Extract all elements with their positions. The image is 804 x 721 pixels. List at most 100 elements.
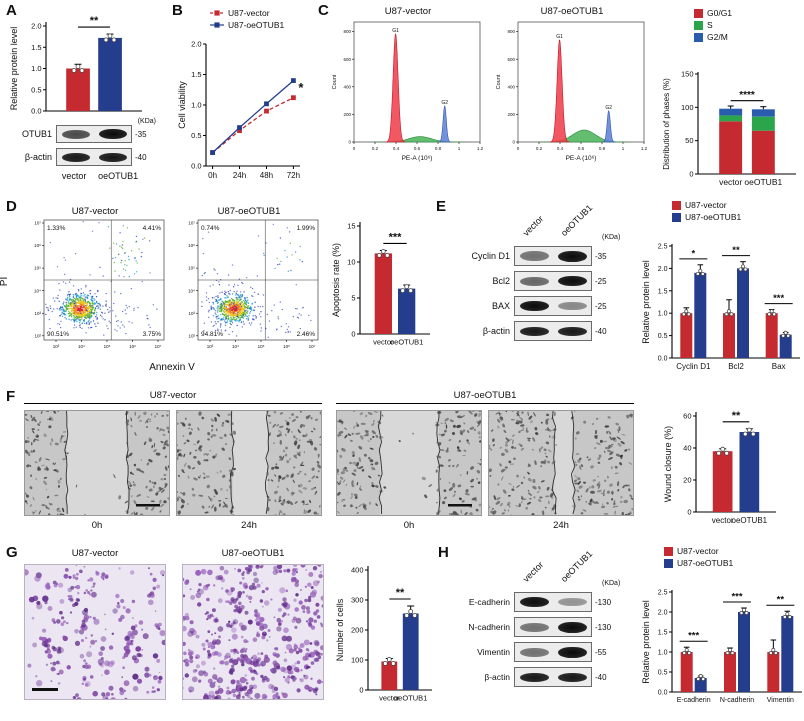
kda-value: -55 [595, 647, 607, 657]
panel-e-grouped-bar-chart: Relative protein level 0.0 0.5 1.0 1.5 2.0 2.5… [641, 244, 800, 371]
blot-box [514, 321, 592, 341]
svg-text:10⁵: 10⁵ [104, 344, 111, 349]
svg-text:oeOTUB1: oeOTUB1 [394, 694, 427, 703]
blot-row-cyclind1: Cyclin D1 -35 [452, 246, 652, 266]
protein-name: E-cadherin [468, 597, 510, 607]
protein-name: Bcl2 [492, 276, 510, 286]
svg-text:600: 600 [343, 57, 351, 62]
svg-text:vector: vector [379, 694, 400, 703]
svg-text:1.0: 1.0 [658, 311, 668, 318]
blot-box [56, 125, 132, 143]
svg-text:10³: 10³ [188, 311, 195, 316]
svg-text:U87-oeOTUB1: U87-oeOTUB1 [228, 20, 284, 30]
svg-text:Distribution of phases (%): Distribution of phases (%) [662, 78, 671, 170]
legend-label: U87-oeOTUB1 [677, 558, 734, 568]
svg-text:0: 0 [353, 146, 356, 151]
svg-text:***: *** [731, 592, 742, 603]
svg-text:****: **** [739, 90, 755, 101]
blot-row-actin: β-actin -40 [12, 148, 172, 166]
kda-header: (KDa) [137, 118, 156, 125]
blot-band [519, 672, 549, 682]
apoptosis-scatter-oeotub1: U87-oeOTUB1 10⁷ 10⁶ 10⁵ 10⁴ 10³ 10² 10³ 10⁴ 10⁵ 10… [188, 206, 319, 349]
lane-label-oeotub1: oeOTUB1 [558, 202, 595, 238]
kda-value: -130 [595, 622, 612, 632]
svg-text:2.5: 2.5 [658, 590, 668, 597]
svg-text:PE-A (10⁶): PE-A (10⁶) [566, 155, 597, 162]
kda-value: -35 [595, 251, 607, 261]
legend-swatch [694, 8, 703, 18]
svg-text:0: 0 [689, 170, 693, 179]
blot-row-ecadherin: E-cadherin -130 [452, 592, 652, 612]
panel-b-label: B [172, 2, 183, 19]
legend-swatch [672, 200, 681, 210]
blot-band [557, 250, 587, 262]
svg-text:400: 400 [507, 84, 515, 89]
svg-text:***: *** [389, 231, 403, 243]
blot-box [56, 148, 132, 166]
blot-rows: E-cadherin -130 N-cadherin -130 Vimentin [452, 592, 652, 692]
svg-text:0.8: 0.8 [599, 146, 606, 151]
group-overline [24, 403, 322, 405]
pi-axis-label: PI [0, 276, 11, 287]
svg-text:oeOTUB1: oeOTUB1 [390, 338, 423, 347]
blot-band [519, 647, 549, 657]
svg-text:0.5: 0.5 [191, 131, 201, 140]
svg-text:50: 50 [685, 136, 693, 145]
svg-text:100: 100 [681, 103, 694, 112]
svg-text:0h: 0h [208, 171, 217, 180]
blot-band [557, 621, 587, 633]
protein-name: Vimentin [477, 647, 510, 657]
panel-h-grouped-bar-chart: Relative protein level 0.0 0.5 1.0 1.5 2.0 2.5… [641, 590, 802, 704]
svg-text:0: 0 [351, 330, 355, 339]
transwell-image-vector [24, 564, 166, 700]
svg-text:0.0: 0.0 [658, 356, 668, 363]
protein-name: β-actin [482, 326, 510, 336]
legend-swatch [672, 212, 681, 222]
panel-h-legend: U87-vector U87-oeOTUB1 [664, 546, 733, 568]
legend-label: U87-vector [685, 200, 727, 210]
legend-item-vector: U87-vector [672, 200, 741, 210]
svg-text:U87-oeOTUB1: U87-oeOTUB1 [541, 6, 604, 17]
svg-text:10: 10 [347, 258, 355, 267]
blot-band [519, 597, 549, 607]
legend-swatch [664, 558, 673, 568]
protein-name: OTUB1 [21, 129, 52, 139]
svg-text:G1: G1 [556, 34, 563, 40]
blot-row-bax: BAX -25 [452, 296, 652, 316]
panel-h-blot: vector oeOTUB1 (KDa) E-cadherin -130 N-c… [452, 546, 652, 718]
svg-text:0: 0 [512, 140, 515, 145]
blot-band [557, 276, 587, 286]
wound-image-oeotub1-0h [336, 410, 482, 516]
svg-text:200: 200 [351, 626, 364, 635]
blot-band [557, 326, 587, 336]
svg-text:0.6: 0.6 [414, 146, 421, 151]
svg-text:0.5: 0.5 [658, 333, 668, 340]
svg-text:U87-vector: U87-vector [228, 8, 270, 18]
svg-text:400: 400 [343, 84, 351, 89]
lane-label-vector: vector [520, 559, 546, 584]
svg-text:90.51%: 90.51% [47, 331, 69, 338]
svg-text:4.41%: 4.41% [143, 225, 162, 232]
panel-d-label: D [6, 198, 17, 215]
blot-band [519, 276, 549, 286]
svg-text:Bax: Bax [772, 362, 786, 371]
svg-text:15: 15 [347, 222, 355, 231]
svg-text:Cell viability: Cell viability [177, 81, 187, 129]
svg-text:10⁷: 10⁷ [34, 221, 41, 226]
svg-text:0.0: 0.0 [658, 690, 668, 697]
svg-text:0.74%: 0.74% [201, 225, 220, 232]
blot-band [519, 251, 549, 261]
panel-a-blot: (KDa) OTUB1 -35 β-actin -40 vector oeOTU… [12, 118, 172, 181]
svg-text:2.0: 2.0 [31, 22, 41, 31]
time-label: 0h [403, 520, 415, 531]
svg-text:800: 800 [343, 29, 351, 34]
legend-item-oeotub1: U87-oeOTUB1 [664, 558, 733, 568]
panel-a-bar-chart: Relative protein level 0.0 0.5 1.0 1.5 2.0 ** [9, 15, 142, 114]
svg-text:150: 150 [681, 70, 694, 79]
blot-row-actin: β-actin -40 [452, 321, 652, 341]
lane-label-vector: vector [520, 213, 546, 238]
svg-text:1.0: 1.0 [658, 650, 668, 657]
